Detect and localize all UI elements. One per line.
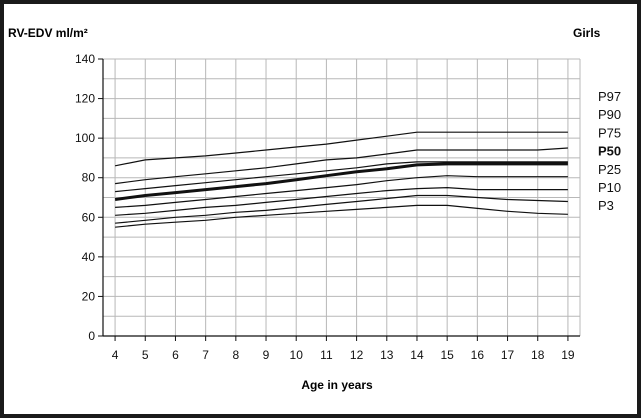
x-tick-label: 13 [380, 348, 394, 362]
y-tick-label: 140 [75, 52, 95, 66]
y-tick-label: 0 [88, 329, 95, 343]
x-axis-title: Age in years [301, 378, 373, 392]
series-lines [114, 131, 568, 228]
x-tick-label: 16 [471, 348, 485, 362]
series-label-p10: P10 [598, 180, 621, 195]
series-line-p10 [115, 187, 568, 216]
x-tick-label: 6 [172, 348, 179, 362]
x-tick-label: 15 [440, 348, 454, 362]
axes: 0 20 40 60 80 100 120 140 4 5 6 7 8 9 10 11 12 13 14 15 16 17… [75, 52, 580, 362]
x-tick-label: 5 [142, 348, 149, 362]
x-tick-label: 17 [501, 348, 515, 362]
series-line-p75 [115, 161, 568, 193]
series-label-p3: P3 [598, 198, 614, 213]
y-tick-label: 60 [82, 210, 96, 224]
series-label-p75: P75 [598, 125, 621, 140]
y-axis-title: RV-EDV ml/m² [8, 26, 88, 40]
series-line-lower [115, 204, 568, 228]
y-tick-label: 100 [75, 131, 95, 145]
x-tick-label: 7 [202, 348, 209, 362]
series-label-p50: P50 [598, 144, 621, 159]
series-label-p97: P97 [598, 89, 621, 104]
x-tick-label: 9 [263, 348, 270, 362]
y-tick-label: 40 [82, 250, 96, 264]
series-line-p50 [114, 162, 568, 201]
series-labels: P97 P90 P75 P50 P25 P10 P3 [598, 89, 621, 213]
x-tick-label: 18 [531, 348, 545, 362]
series-line-p25 [115, 175, 568, 208]
x-tick-label: 14 [410, 348, 424, 362]
chart-corner-label: Girls [573, 26, 601, 40]
y-tick-label: 80 [82, 171, 96, 185]
series-line-p97 [114, 131, 568, 167]
series-label-p90: P90 [598, 107, 621, 122]
x-tick-label: 19 [561, 348, 575, 362]
x-tick-label: 10 [290, 348, 304, 362]
grid [103, 58, 581, 336]
x-tick-label: 4 [112, 348, 119, 362]
series-line-p90 [115, 147, 568, 185]
series-label-p25: P25 [598, 162, 621, 177]
x-tick-label: 12 [350, 348, 364, 362]
series-line-p3 [115, 194, 568, 224]
x-tick-label: 8 [232, 348, 239, 362]
y-tick-label: 120 [75, 92, 95, 106]
y-tick-label: 20 [82, 289, 96, 303]
x-tick-label: 11 [320, 348, 333, 362]
